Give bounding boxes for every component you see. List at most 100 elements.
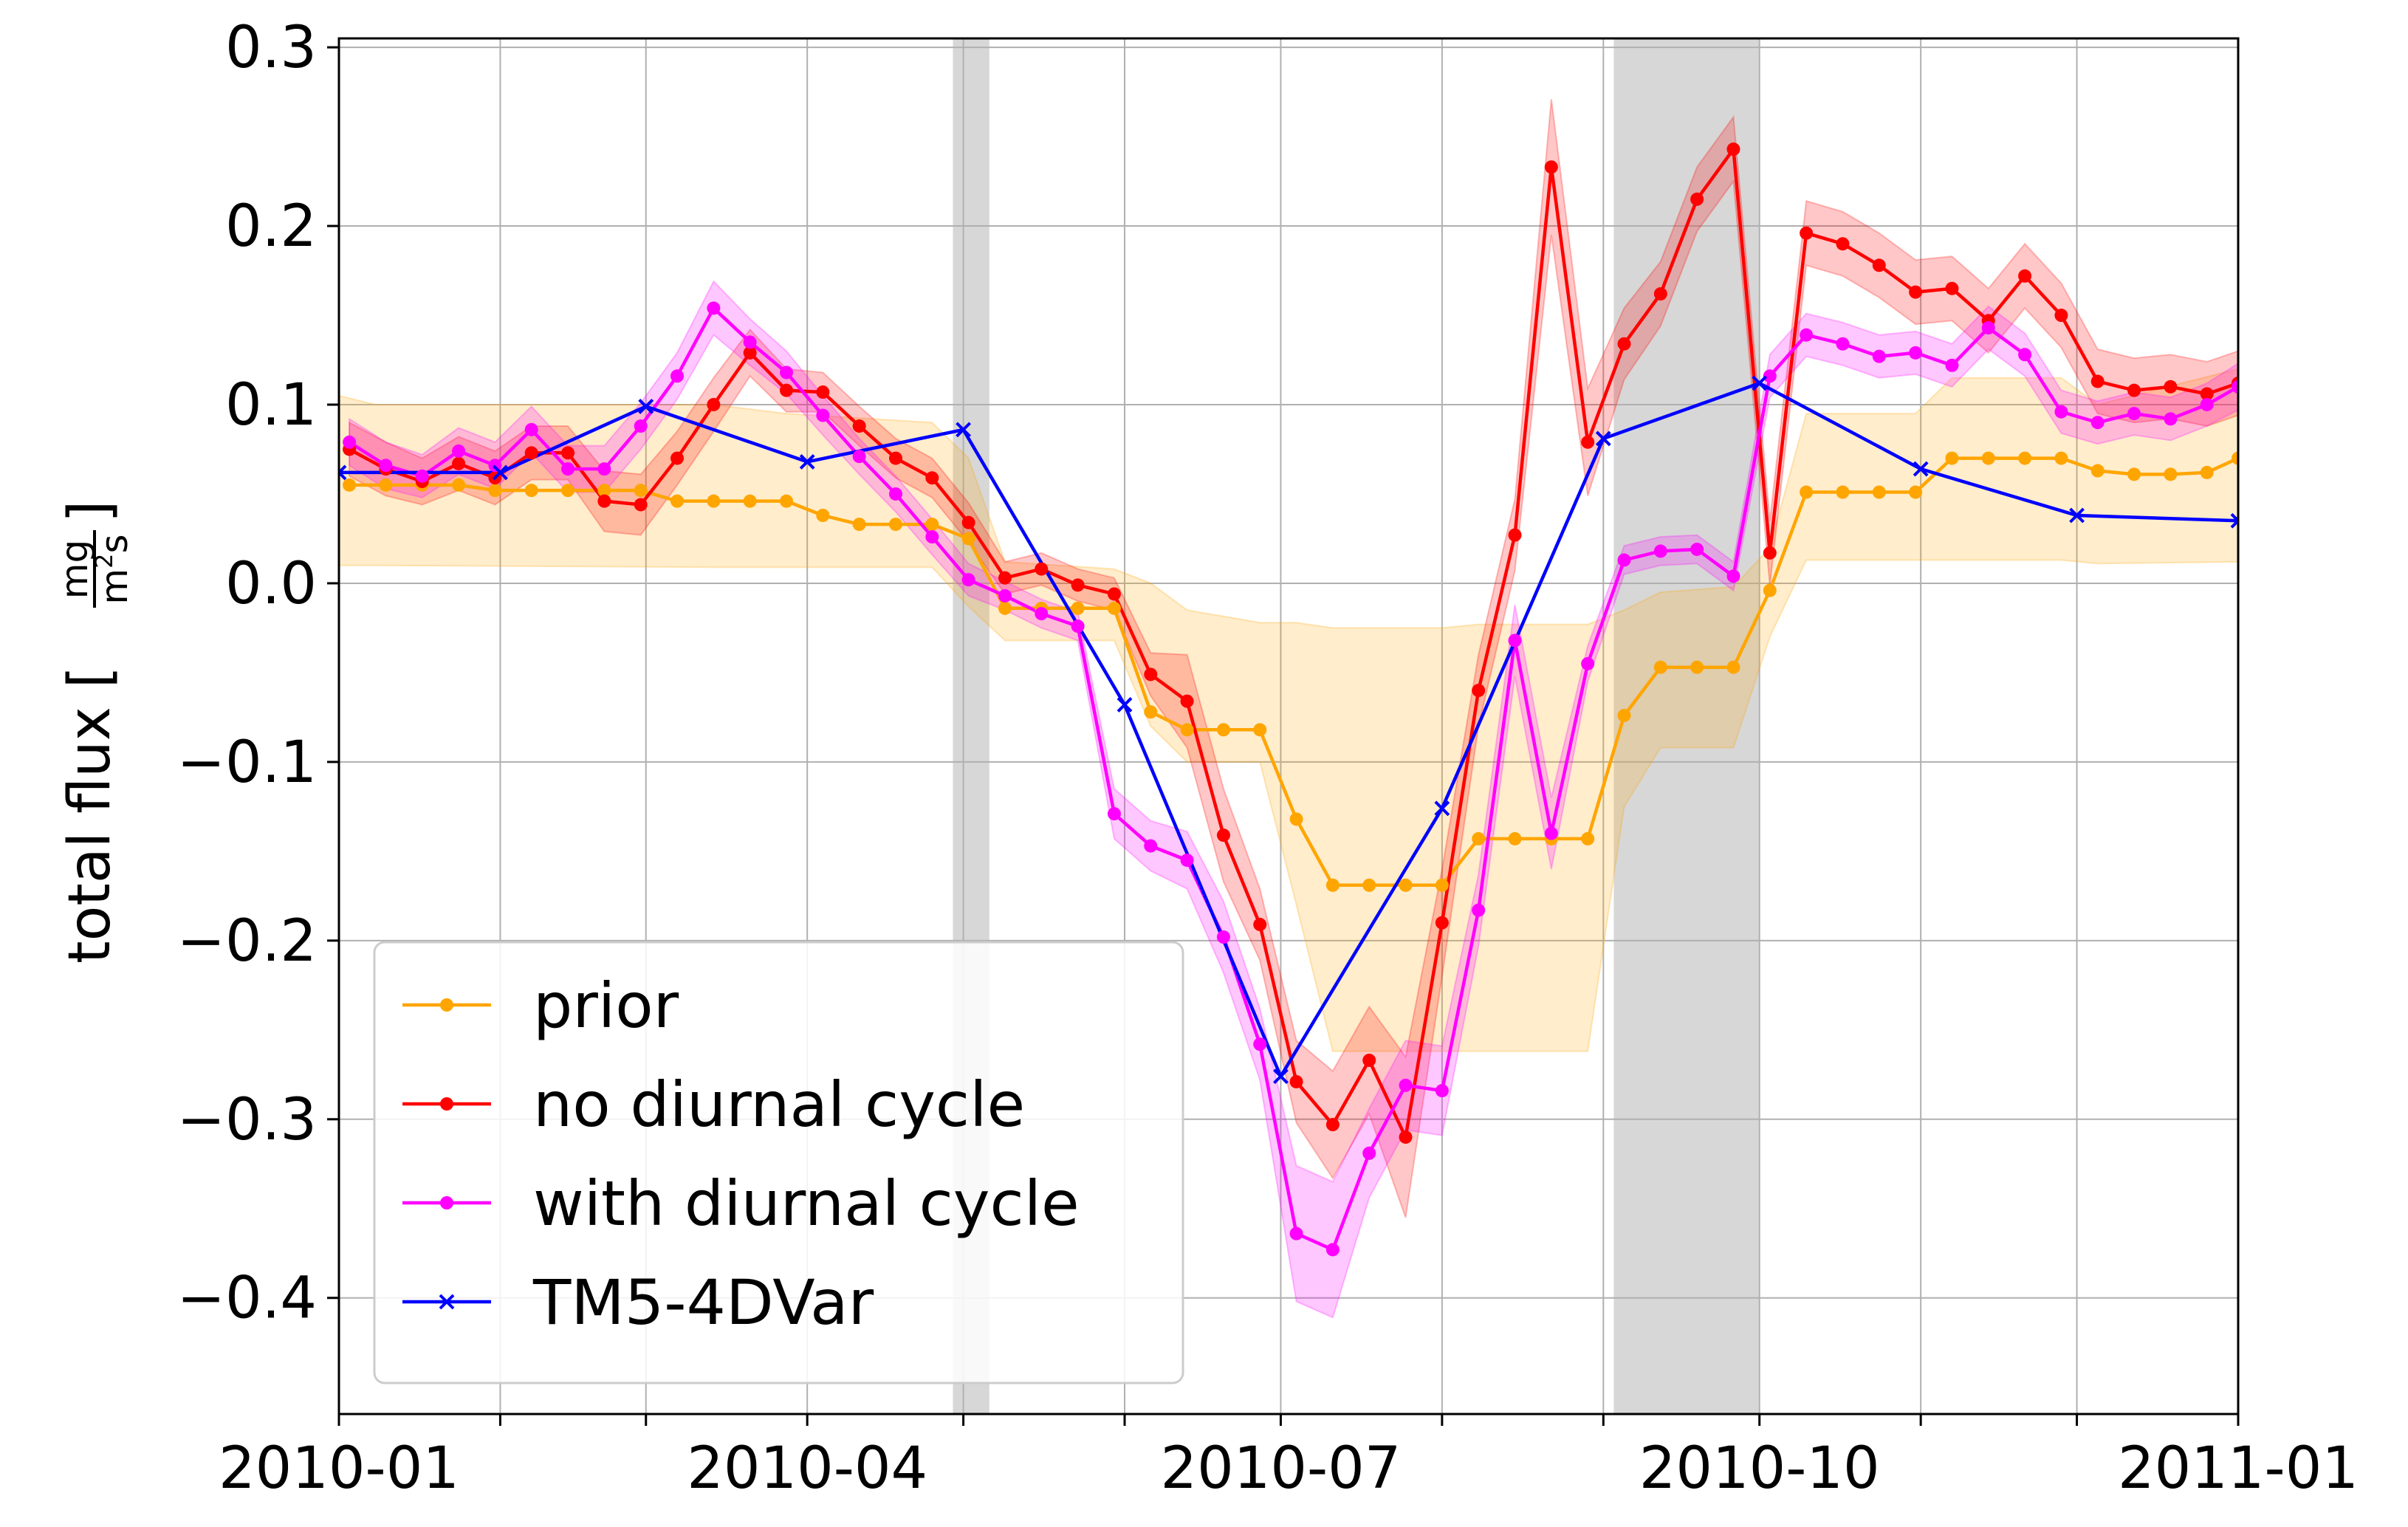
series-1-point-32: [1508, 528, 1522, 542]
series-2-point-14: [852, 450, 866, 464]
ylabel-suffix: ]: [57, 501, 123, 523]
series-1-point-8: [634, 498, 648, 512]
series-0-point-35: [1617, 708, 1631, 722]
legend-label-2: with diurnal cycle: [533, 1167, 1080, 1240]
series-2-point-31: [1472, 903, 1486, 917]
series-3-point-9: [1752, 375, 1768, 391]
series-1-point-23: [1180, 694, 1194, 708]
series-1-point-34: [1581, 435, 1595, 449]
series-2-point-6: [561, 462, 575, 476]
legend-entry-0: prior: [402, 970, 679, 1042]
y-axis: 0.3 0.2 0.1 0.0 −0.1 −0.2 −0.3 −0.4: [177, 15, 339, 1332]
series-0-point-20: [1071, 601, 1085, 615]
series-1-point-11: [743, 346, 757, 360]
series-0-point-45: [1981, 451, 1995, 465]
series-2-point-10: [707, 301, 721, 315]
series-0-point-12: [780, 494, 794, 508]
series-0-point-29: [1399, 878, 1413, 892]
series-2-point-24: [1216, 930, 1230, 944]
series-2-point-1: [379, 459, 393, 473]
series-0-point-26: [1289, 812, 1303, 826]
y-tick-label-0: 0.3: [225, 15, 317, 81]
series-2-point-30: [1435, 1084, 1449, 1098]
series-0-point-46: [2018, 451, 2032, 465]
x-mark-b: [493, 464, 508, 481]
series-3-point-2: [638, 398, 654, 414]
y-tick-label-7: −0.4: [177, 1266, 317, 1332]
series-1-point-16: [925, 471, 939, 485]
series-0-point-34: [1581, 831, 1595, 845]
series-0-point-13: [816, 509, 830, 523]
band-2: [349, 280, 2238, 1319]
series-2-point-40: [1800, 328, 1814, 342]
series-0-point-8: [634, 484, 648, 498]
series-0-point-36: [1653, 660, 1667, 674]
x-mark-b: [1752, 375, 1768, 391]
series-1-point-19: [1035, 562, 1049, 576]
series-3-point-3: [799, 454, 815, 470]
series-1-point-37: [1690, 192, 1704, 206]
series-2-point-51: [2200, 397, 2214, 411]
series-0-point-37: [1690, 660, 1704, 674]
series-2-point-36: [1653, 544, 1667, 558]
legend-marker-1: [440, 1097, 453, 1111]
series-2-point-52: [2232, 380, 2238, 394]
shaded-period-1: [1613, 38, 1760, 1414]
series-3-point-7: [1434, 800, 1450, 817]
legend-label-1: no diurnal cycle: [533, 1068, 1025, 1141]
series-0-point-14: [852, 518, 866, 532]
series-3-point-0: [339, 464, 347, 481]
series-0-point-9: [670, 494, 685, 508]
legend-label-0: prior: [533, 970, 679, 1042]
series-0-point-24: [1216, 723, 1230, 737]
series-0-point-4: [488, 484, 502, 498]
series-2-point-11: [743, 335, 757, 349]
series-2-point-19: [1035, 607, 1049, 621]
series-0-point-41: [1836, 485, 1850, 499]
legend-marker-2: [440, 1196, 453, 1209]
series-1-point-21: [1107, 587, 1121, 601]
series-2-point-16: [925, 530, 939, 544]
series-3-point-4: [956, 422, 972, 438]
series-1-point-30: [1435, 916, 1449, 930]
series-1-point-7: [597, 494, 611, 508]
ylabel-denominator-base: m: [93, 569, 136, 605]
series-2-point-41: [1836, 337, 1850, 351]
series-2-point-50: [2164, 412, 2178, 426]
series-2-point-20: [1071, 620, 1085, 634]
series-1-point-39: [1763, 546, 1777, 560]
series-0-point-52: [2232, 451, 2238, 465]
series-1-point-28: [1362, 1053, 1376, 1067]
series-2-point-18: [998, 589, 1012, 603]
series-0-point-11: [743, 494, 757, 508]
series-2-point-33: [1544, 826, 1558, 840]
y-tick-label-1: 0.2: [225, 193, 317, 260]
ylabel-denominator: m2s: [90, 534, 136, 604]
series-1-point-38: [1726, 143, 1740, 157]
series-1-point-15: [888, 451, 902, 465]
x-tick-label-1: 2010-04: [687, 1435, 927, 1502]
series-1-point-31: [1472, 684, 1486, 698]
series-0-point-42: [1872, 485, 1886, 499]
series-2-point-32: [1508, 634, 1522, 648]
shaded-periods: [953, 38, 1760, 1414]
x-tick-label-4: 2011-01: [2118, 1435, 2359, 1502]
series-1-point-49: [2127, 383, 2141, 397]
x-mark-b: [2230, 518, 2238, 529]
plot-frame: [337, 37, 2240, 1416]
series-0-point-51: [2200, 465, 2214, 479]
x-tick-label-3: 2010-10: [1639, 1435, 1880, 1502]
series-1-point-20: [1071, 578, 1085, 592]
series-1-point-18: [998, 571, 1012, 585]
x-tick-label-2: 2010-07: [1160, 1435, 1401, 1502]
series-3-point-8: [1595, 430, 1611, 447]
series-2-point-13: [816, 408, 830, 422]
series-1-point-29: [1399, 1130, 1413, 1144]
x-mark-b: [799, 454, 815, 470]
series-1-point-50: [2164, 380, 2178, 394]
series-3-point-1: [493, 464, 508, 481]
series-1-point-40: [1800, 226, 1814, 240]
y-axis-label: total flux [ mg m2s ]: [53, 501, 136, 964]
series-2-point-25: [1253, 1037, 1267, 1051]
series-1-point-44: [1945, 281, 1959, 295]
